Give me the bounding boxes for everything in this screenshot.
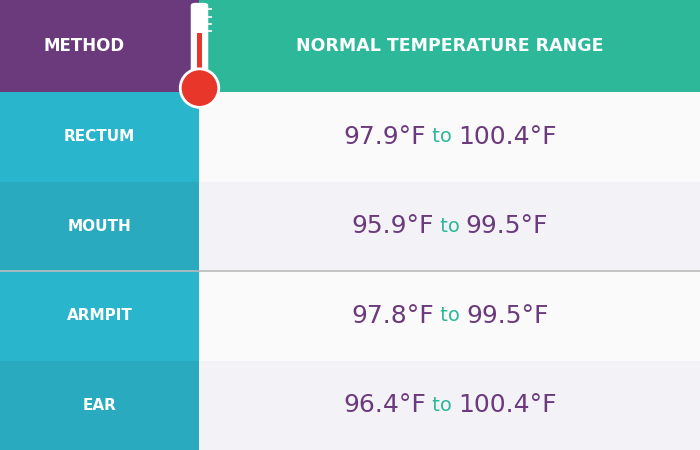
Bar xyxy=(199,0,700,92)
Ellipse shape xyxy=(180,69,218,108)
Text: RECTUM: RECTUM xyxy=(64,130,135,144)
Text: 96.4°F: 96.4°F xyxy=(343,393,426,417)
Text: 95.9°F: 95.9°F xyxy=(351,214,434,238)
Text: 97.9°F: 97.9°F xyxy=(343,125,426,149)
Text: ARMPIT: ARMPIT xyxy=(66,308,133,324)
Text: 97.8°F: 97.8°F xyxy=(351,304,434,328)
Text: MOUTH: MOUTH xyxy=(68,219,132,234)
Text: 99.5°F: 99.5°F xyxy=(466,214,548,238)
Bar xyxy=(199,92,700,182)
Bar xyxy=(0,182,199,271)
Bar xyxy=(199,271,700,360)
FancyBboxPatch shape xyxy=(190,3,209,82)
Text: EAR: EAR xyxy=(83,398,117,413)
Bar xyxy=(0,92,199,182)
Bar xyxy=(0,0,199,92)
Text: to: to xyxy=(434,306,466,325)
Text: METHOD: METHOD xyxy=(43,37,125,55)
Text: to: to xyxy=(434,217,466,236)
Text: to: to xyxy=(426,396,458,415)
Text: 100.4°F: 100.4°F xyxy=(458,393,556,417)
Text: NORMAL TEMPERATURE RANGE: NORMAL TEMPERATURE RANGE xyxy=(296,37,603,55)
Bar xyxy=(0,360,199,450)
Bar xyxy=(197,33,202,77)
Text: to: to xyxy=(426,127,458,146)
Bar xyxy=(0,271,199,360)
Text: 100.4°F: 100.4°F xyxy=(458,125,556,149)
Bar xyxy=(199,182,700,271)
Bar xyxy=(199,360,700,450)
Text: 99.5°F: 99.5°F xyxy=(466,304,548,328)
